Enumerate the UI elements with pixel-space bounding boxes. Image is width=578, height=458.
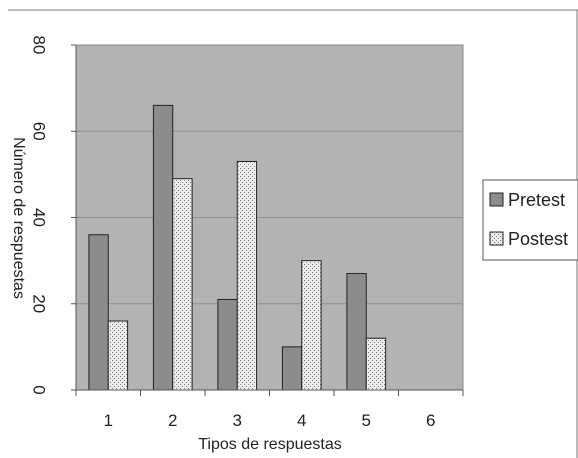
y-tick-label: 80	[30, 36, 49, 55]
legend-swatch-postest	[489, 231, 504, 246]
x-tick-label: 3	[233, 411, 242, 430]
y-tick-label: 20	[30, 294, 49, 313]
x-tick-label: 2	[168, 411, 177, 430]
bars	[88, 104, 387, 391]
bar-pretest-5	[346, 273, 367, 391]
bar-pretest-4	[281, 346, 303, 391]
y-tick-label: 40	[30, 208, 49, 227]
legend: Pretest Postest	[482, 179, 578, 261]
bar-postest-1	[107, 320, 129, 391]
x-axis-ticks: 1 2 3 4 5 6	[75, 390, 464, 430]
bar-postest-2	[172, 178, 193, 391]
x-axis-title: Tipos de respuestas	[198, 436, 341, 453]
legend-label-pretest: Pretest	[508, 190, 565, 210]
bar-postest-5	[365, 337, 387, 391]
x-tick-label: 6	[426, 411, 435, 430]
bar-pretest-2	[152, 104, 174, 391]
x-tick-label: 5	[362, 411, 371, 430]
gridlines	[76, 130, 463, 305]
legend-swatch-pretest	[489, 192, 504, 207]
y-tick-label: 60	[30, 122, 49, 141]
x-tick-label: 4	[297, 411, 306, 430]
bar-pretest-3	[217, 298, 238, 391]
legend-label-postest: Postest	[508, 229, 568, 249]
y-axis-title: Número de respuestas	[10, 137, 27, 299]
y-tick-label: 0	[30, 385, 49, 394]
bar-postest-3	[236, 160, 258, 391]
y-axis-ticks: 0 20 40 60 80	[30, 36, 76, 395]
x-tick-label: 1	[104, 411, 113, 430]
bar-postest-4	[301, 260, 322, 391]
bar-pretest-1	[88, 234, 109, 391]
